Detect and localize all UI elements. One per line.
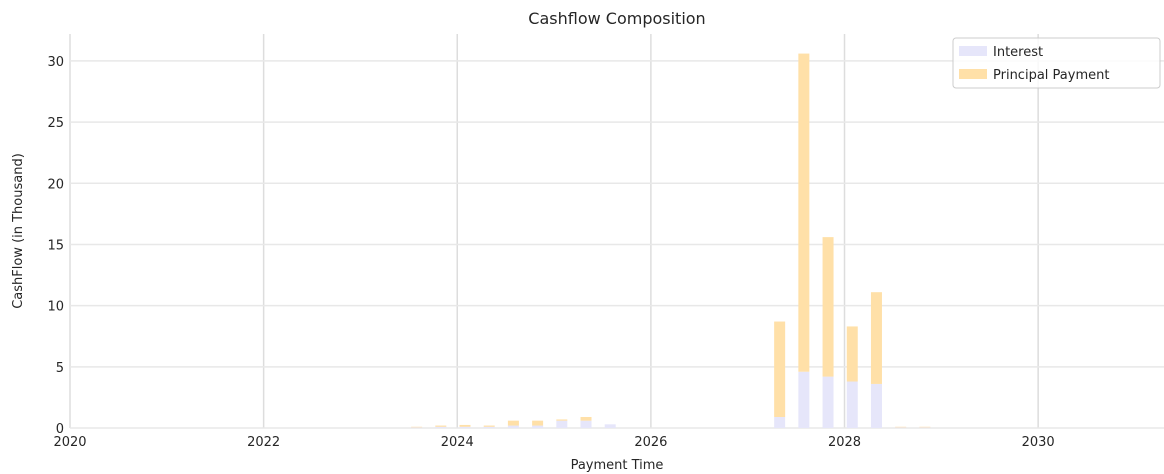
y-axis-label: CashFlow (in Thousand) <box>11 153 26 309</box>
bar-principal-payment <box>532 420 544 426</box>
bar-interest <box>556 420 568 428</box>
bar-principal-payment <box>507 420 519 426</box>
bar-interest <box>604 424 616 428</box>
y-tick-label: 10 <box>47 300 64 315</box>
bar-interest <box>870 383 882 428</box>
bar-interest <box>532 425 544 428</box>
bar-interest <box>435 426 447 428</box>
legend-label-principal-payment: Principal Payment <box>993 68 1109 83</box>
x-tick-label: 2022 <box>247 435 280 450</box>
x-tick-label: 2024 <box>441 435 474 450</box>
bar-interest <box>580 420 592 428</box>
bar-principal-payment <box>580 416 592 421</box>
legend-swatch-interest <box>959 46 987 56</box>
y-tick-label: 25 <box>47 116 64 131</box>
y-axis-ticks: 0 5 10 15 20 25 30 <box>47 55 64 437</box>
bar-interest <box>919 427 931 428</box>
x-axis-ticks: 2020 2022 2024 2026 2028 2030 <box>53 435 1054 450</box>
bar-interest <box>895 427 907 428</box>
bar-interest <box>798 371 810 428</box>
bar-interest <box>507 425 519 428</box>
bar-principal-payment <box>483 425 495 427</box>
bar-interest <box>774 416 786 428</box>
bars <box>411 53 931 428</box>
x-tick-label: 2028 <box>828 435 861 450</box>
bar-interest <box>459 426 471 428</box>
bar-principal-payment <box>459 424 471 427</box>
legend: Interest Principal Payment <box>952 37 1161 89</box>
x-axis-label: Payment Time <box>571 458 664 473</box>
y-tick-label: 15 <box>47 238 64 253</box>
x-tick-label: 2030 <box>1022 435 1055 450</box>
grid-lines <box>69 34 1164 429</box>
bar-principal-payment <box>435 425 447 427</box>
bar-principal-payment <box>822 237 834 377</box>
bar-principal-payment <box>556 419 568 421</box>
y-tick-label: 5 <box>56 361 64 376</box>
chart-title: Cashflow Composition <box>528 9 705 28</box>
bar-principal-payment <box>411 426 423 428</box>
y-tick-label: 0 <box>56 422 64 437</box>
bar-principal-payment <box>919 426 931 428</box>
bar-interest <box>846 381 858 428</box>
bar-principal-payment <box>895 426 907 428</box>
bar-principal-payment <box>846 326 858 382</box>
bar-principal-payment <box>774 321 786 417</box>
y-tick-label: 20 <box>47 177 64 192</box>
legend-label-interest: Interest <box>993 45 1043 60</box>
bar-interest <box>822 376 834 428</box>
bar-principal-payment <box>870 292 882 384</box>
bar-interest <box>411 427 423 428</box>
bar-principal-payment <box>798 53 810 372</box>
y-tick-label: 30 <box>47 55 64 70</box>
x-tick-label: 2026 <box>634 435 667 450</box>
legend-box <box>952 37 1161 89</box>
x-tick-label: 2020 <box>53 435 86 450</box>
legend-swatch-principal-payment <box>959 69 987 79</box>
bar-interest <box>483 426 495 428</box>
